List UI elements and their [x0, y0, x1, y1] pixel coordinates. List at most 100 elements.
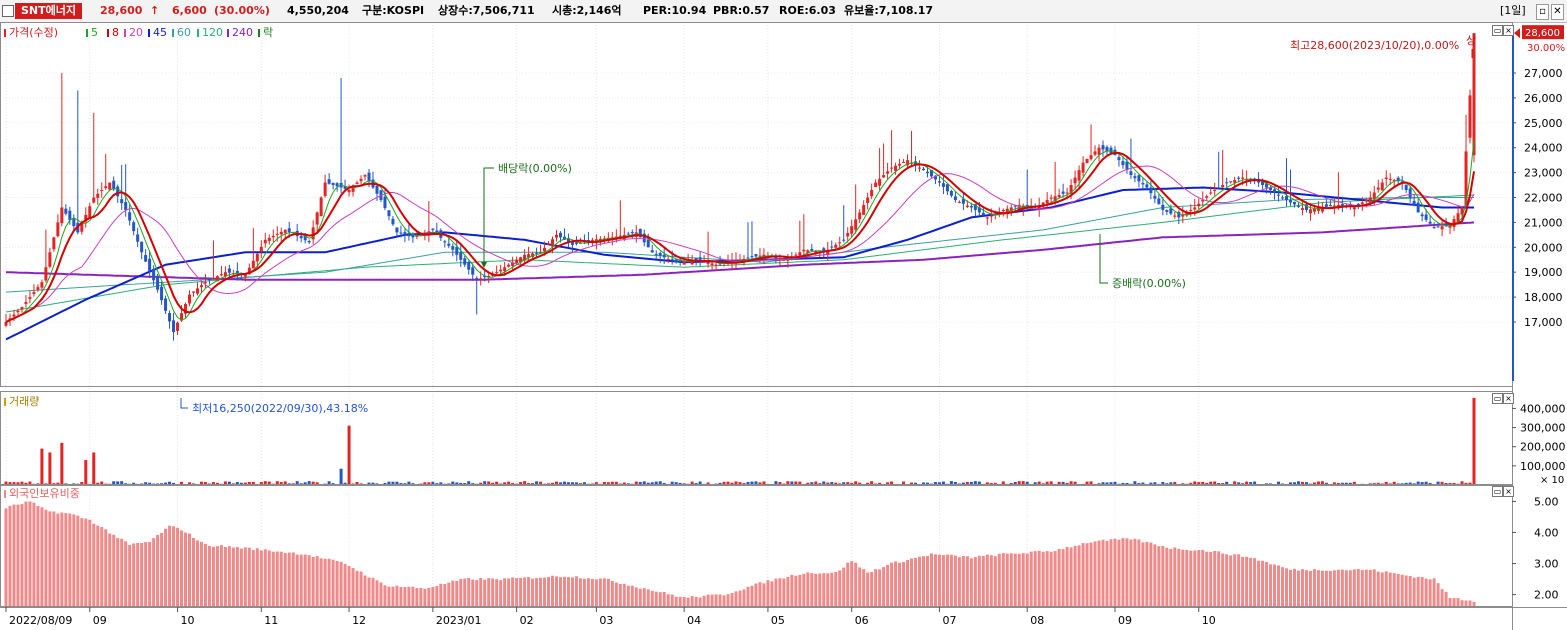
- up-arrow-icon: ↑: [150, 4, 160, 17]
- volume-bar: [1173, 481, 1177, 485]
- foreign-ratio-bar: [1444, 591, 1448, 607]
- foreign-ratio-bar: [76, 515, 80, 607]
- volume-bar: [327, 481, 331, 485]
- foreign-ratio-bar: [379, 582, 383, 607]
- ma240-line: [5, 221, 1475, 281]
- volume-bar: [203, 482, 207, 485]
- foreign-ratio-bar: [467, 578, 471, 607]
- legend-ma60-swatch: [172, 29, 174, 37]
- foreign-ratio-bar: [1025, 553, 1029, 607]
- candle-body: [742, 258, 746, 260]
- candle-body: [1296, 205, 1300, 207]
- volume-bar: [646, 482, 650, 485]
- panel3-restore-icon[interactable]: ▭: [1492, 486, 1503, 497]
- volume-bar: [1225, 481, 1229, 485]
- candle-body: [1416, 202, 1420, 213]
- close-icon[interactable]: ✕: [1551, 4, 1564, 20]
- foreign-ratio-bar: [551, 575, 555, 607]
- foreign-ratio-bar: [1273, 564, 1277, 607]
- candle-body: [24, 302, 28, 304]
- foreign-ratio-bar: [383, 585, 387, 607]
- date-tick-label: 11: [264, 614, 278, 627]
- candle-body: [1428, 221, 1432, 224]
- foreign-ratio-bar: [886, 564, 890, 607]
- volume-bar: [754, 481, 758, 485]
- volume-bar: [48, 452, 52, 485]
- foreign-ratio-bar: [124, 541, 128, 607]
- volume-bar: [1213, 481, 1217, 485]
- foreign-ratio-bar: [52, 511, 56, 607]
- select-checkbox[interactable]: [2, 5, 14, 17]
- panel3-close-icon[interactable]: ×: [1503, 486, 1514, 497]
- candle-body: [886, 171, 890, 174]
- volume-bar: [295, 481, 299, 485]
- volume-bar: [718, 482, 722, 485]
- retention-ratio: 유보율:7,108.17: [844, 4, 934, 17]
- volume-bar: [846, 482, 850, 485]
- candle-body: [323, 182, 327, 197]
- volume-bar: [1209, 481, 1213, 485]
- candle-body: [1105, 146, 1109, 152]
- period-button[interactable]: [1일]: [1500, 4, 1526, 17]
- volume-bar: [977, 481, 981, 485]
- foreign-ratio-bar: [1221, 553, 1225, 607]
- date-tick-label: 10: [181, 614, 195, 627]
- foreign-ratio-bar: [1197, 550, 1201, 607]
- volume-bar: [922, 482, 925, 485]
- foreign-ratio-bar: [778, 578, 782, 607]
- foreign-ratio-bar: [144, 541, 148, 607]
- price-tick-label: 25,000: [1524, 117, 1563, 130]
- foreign-ratio-bar: [219, 545, 223, 607]
- foreign-ratio-bar: [263, 549, 267, 607]
- volume-bar: [674, 482, 678, 485]
- stock-chart[interactable]: 가격(수정) 5 8 20 45 60 120 240 락 거래량 외국인보유비…: [0, 22, 1567, 630]
- foreign-ratio-bar: [953, 555, 957, 607]
- volume-bar: [491, 482, 495, 485]
- candle-body: [1181, 214, 1185, 217]
- volume-bar: [1065, 482, 1069, 485]
- candle-body: [638, 228, 642, 238]
- legend-price-swatch: [4, 29, 6, 37]
- volume-bar: [455, 482, 459, 485]
- foreign-ratio-bar: [519, 577, 523, 607]
- candle-body: [395, 227, 399, 233]
- stock-dividend-pointer: [1099, 234, 1108, 284]
- candle-body: [858, 212, 862, 220]
- stock-name[interactable]: SNT에너지: [15, 3, 82, 19]
- volume-bar: [211, 482, 215, 485]
- foreign-ratio-bar: [910, 558, 914, 607]
- volume-tick-label: 300,000: [1520, 422, 1566, 435]
- foreign-ratio-bar: [1201, 549, 1205, 607]
- volume-bar: [116, 481, 120, 485]
- panel1-close-icon[interactable]: ×: [1503, 25, 1514, 36]
- foreign-ratio-bar: [770, 581, 774, 607]
- foreign-ratio-bar: [1352, 569, 1356, 607]
- foreign-ratio-bar: [997, 553, 1001, 607]
- volume-bar: [303, 482, 307, 485]
- foreign-ratio-bar: [1292, 568, 1296, 607]
- candle-body: [1277, 194, 1281, 196]
- candle-body: [315, 212, 319, 225]
- volume-bar: [1292, 482, 1296, 485]
- restore-icon[interactable]: ▫: [1536, 4, 1549, 20]
- panel2-restore-icon[interactable]: ▭: [1492, 393, 1503, 404]
- date-tick-label: 02: [520, 614, 534, 627]
- foreign-ratio-bar: [116, 538, 120, 607]
- foreign-ratio-bar: [1312, 569, 1316, 607]
- candle-body: [810, 248, 814, 251]
- volume-bar: [164, 482, 168, 485]
- foreign-ratio-bar: [1021, 553, 1025, 607]
- candle-body: [1173, 215, 1177, 217]
- panel1-restore-icon[interactable]: ▭: [1492, 25, 1503, 36]
- candle-body: [746, 257, 750, 259]
- candle-body: [1177, 211, 1181, 218]
- candle-body: [1053, 196, 1057, 202]
- candle-body: [1117, 157, 1121, 161]
- volume-bar: [1253, 481, 1257, 485]
- price-tick-label: 17,000: [1524, 316, 1563, 329]
- volume-bar: [910, 482, 914, 485]
- volume-bar: [1249, 482, 1253, 485]
- candle-body: [16, 310, 20, 313]
- candle-body: [1304, 204, 1308, 210]
- panel2-close-icon[interactable]: ×: [1503, 393, 1514, 404]
